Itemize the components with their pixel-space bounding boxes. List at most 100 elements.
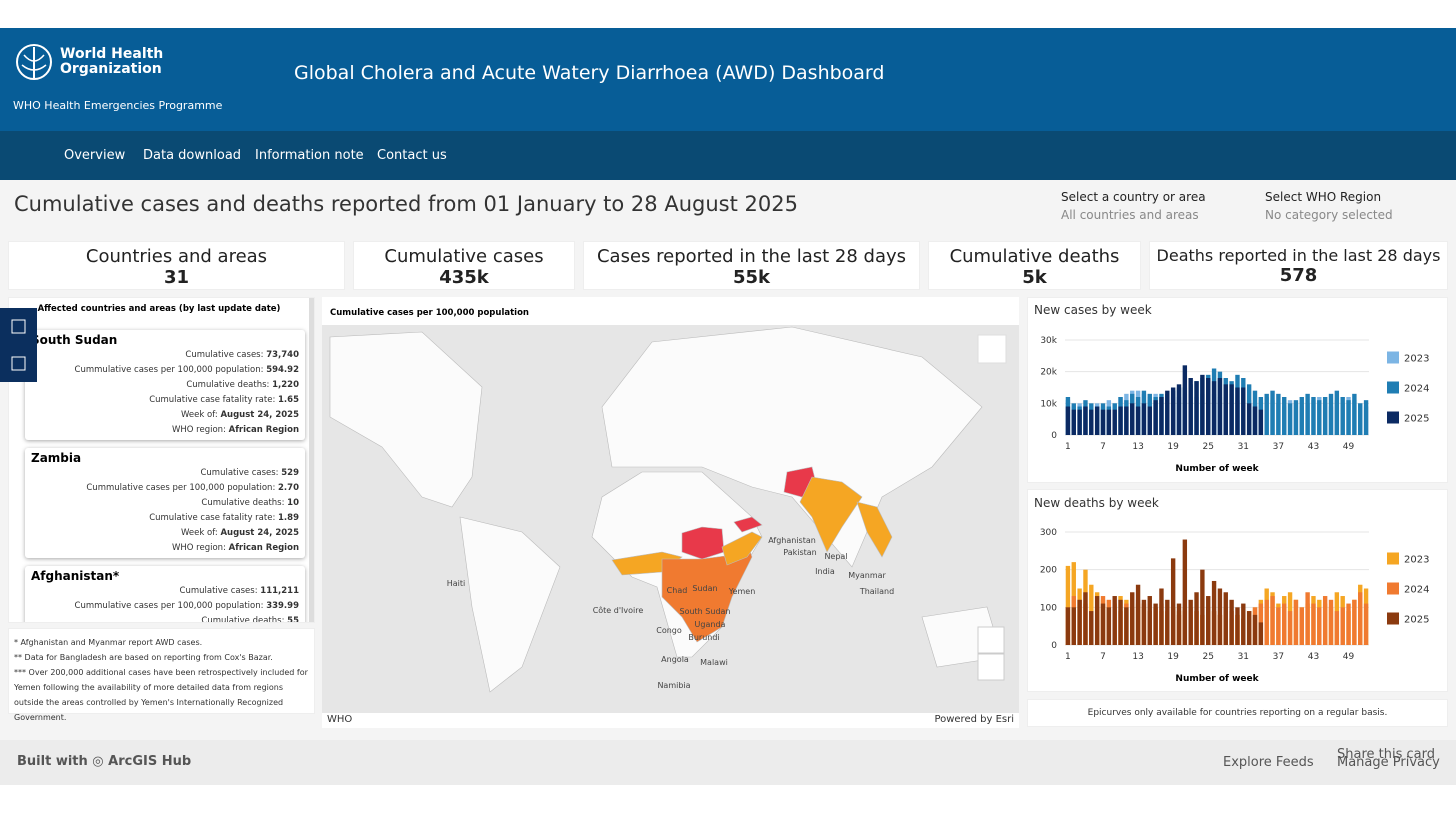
map-label: Pakistan (783, 548, 817, 557)
country-name: South Sudan (31, 333, 118, 347)
row-label: Cumulative case fatality rate: (149, 395, 276, 405)
side-icons (11, 319, 26, 371)
map-label: Thailand (859, 587, 894, 596)
row-value: 1.89 (278, 513, 299, 523)
row-value: 529 (281, 468, 299, 478)
country-area (681, 526, 725, 560)
row-value: 339.99 (266, 601, 299, 611)
row-value: 10 (287, 498, 299, 508)
stat-value: 5k (1022, 267, 1047, 288)
stat-box: Countries and areas 31 (8, 241, 345, 290)
who-logo (16, 44, 52, 80)
nav-link[interactable]: Overview (64, 148, 126, 163)
map-label: Myanmar (848, 571, 886, 580)
row-label: Cumulative case fatality rate: (149, 513, 276, 523)
dashboard-title: Global Cholera and Acute Watery Diarrhoe… (294, 62, 885, 84)
country-card[interactable]: Afghanistan* Cumulative cases: 111,211 Cum… (25, 566, 305, 623)
share-card[interactable]: Share this card (1337, 747, 1435, 762)
stat-label: Cumulative cases (384, 246, 544, 267)
row-label: WHO region: (171, 543, 226, 553)
zoom-in[interactable] (977, 626, 1005, 654)
nav-bar: Overview Data download Information note Con… (0, 131, 1456, 180)
cards: South Sudan Cumulative cases: 73,740 Cummu… (25, 330, 305, 623)
logo-line: World Health (60, 46, 164, 62)
row-label: Cummulative cases per 100,000 population… (74, 601, 264, 611)
nav-link[interactable]: Data download (143, 148, 242, 163)
filter-label[interactable]: Select a country or area (1061, 190, 1206, 204)
country-card[interactable]: Zambia Cumulative cases: 529 Cummulative c… (25, 448, 305, 558)
stat-value: 578 (1279, 265, 1318, 286)
page-title: Cumulative cases and deaths reported fro… (14, 192, 798, 216)
explore-feeds[interactable]: Explore Feeds (1223, 755, 1314, 770)
row-label: Cumulative deaths: (186, 380, 270, 390)
map-label: Afghanistan (768, 536, 816, 545)
stat-label: Cases reported in the last 28 days (596, 246, 907, 267)
map-label: Angola (661, 655, 689, 664)
card-row: WHO region: African Region (31, 423, 299, 438)
map-label: Haiti (447, 579, 466, 588)
logo-text: World Health Organization (60, 47, 163, 77)
row-value: 1.65 (278, 395, 299, 405)
card-row: Cumulative case fatality rate: 1.65 (31, 393, 299, 408)
map-attribution: WHO (327, 714, 352, 725)
card-row: Cumulative case fatality rate: 1.89 (31, 511, 299, 526)
stat-value: 435k (439, 267, 489, 288)
footnote: *** Over 200,000 additional cases have b… (14, 668, 308, 722)
row-label: Cummulative cases per 100,000 population… (86, 483, 276, 493)
row-value: 2.70 (278, 483, 299, 493)
row-label: Cumulative cases: (200, 468, 279, 478)
row-value: 73,740 (266, 350, 299, 360)
map-label: Burundi (688, 633, 719, 642)
stat-box: Cumulative cases 435k (353, 241, 575, 290)
map[interactable]: Cumulative cases per 100,000 population H… (322, 297, 1019, 728)
row-value: 55 (287, 616, 299, 623)
row-label: Week of: (181, 410, 218, 420)
map-label: India (815, 567, 835, 576)
map-label: South Sudan (680, 607, 731, 616)
built-with: Built with (17, 754, 88, 769)
footer: Built with ◎ ArcGIS Hub Explore Feeds Sh… (0, 740, 1456, 785)
map-label: Côte d'Ivoire (593, 605, 644, 615)
map-label: Congo (656, 626, 682, 635)
filter-value[interactable]: All countries and areas (1061, 208, 1199, 222)
card-row: Cummulative cases per 100,000 population… (31, 481, 299, 496)
country-area (733, 516, 763, 533)
card-row: Cummulative cases per 100,000 population… (31, 363, 299, 378)
zoom-out[interactable] (977, 653, 1005, 681)
map-label: Chad (667, 586, 688, 595)
stat-box: Deaths reported in the last 28 days 578 (1149, 241, 1448, 290)
stat-box: Cases reported in the last 28 days 55k (583, 241, 920, 290)
country-list: Affected countries and areas (by last up… (8, 297, 315, 623)
card-row: Cumulative deaths: 55 (31, 614, 299, 623)
filter-label[interactable]: Select WHO Region (1265, 190, 1382, 204)
country-area (799, 476, 863, 553)
list-title: Affected countries and areas (by last up… (37, 304, 281, 314)
map-attribution: Powered by Esri (934, 714, 1014, 725)
logo-line: Organization (60, 61, 162, 77)
country-name: Zambia (31, 451, 82, 465)
map-label: Malawi (700, 658, 728, 667)
land (601, 326, 983, 568)
country-name: Afghanistan* (31, 569, 120, 583)
nav-link[interactable]: Information note (255, 148, 364, 163)
country-area (721, 531, 763, 566)
legend-button[interactable] (977, 334, 1007, 364)
filter-value[interactable]: No category selected (1265, 208, 1393, 222)
map-label: Yemen (728, 587, 756, 596)
row-label: Week of: (181, 528, 218, 538)
hub-link[interactable]: ArcGIS Hub (108, 754, 192, 769)
card-row: WHO region: African Region (31, 541, 299, 556)
row-value: African Region (228, 543, 299, 553)
card-row: Cumulative deaths: 1,220 (31, 378, 299, 393)
nav-link[interactable]: Contact us (377, 148, 447, 163)
scrollbar[interactable] (309, 298, 314, 622)
side-tools[interactable] (0, 308, 37, 382)
country-card[interactable]: South Sudan Cumulative cases: 73,740 Cummu… (25, 330, 305, 440)
card-row: Cumulative cases: 529 (31, 466, 299, 481)
map-title: Cumulative cases per 100,000 population (330, 308, 529, 318)
footnotes: * Afghanistan and Myanmar report AWD cas… (8, 628, 315, 722)
manage-privacy[interactable]: Manage Privacy (1337, 755, 1440, 770)
stat-label: Countries and areas (85, 246, 268, 267)
chart-note: Epicurves only available for countries r… (1027, 699, 1448, 727)
map-label: Namibia (657, 681, 690, 690)
